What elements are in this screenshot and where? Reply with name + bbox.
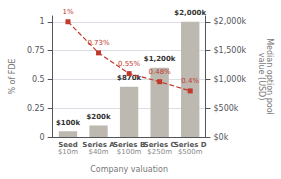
svg-text:1%: 1% bbox=[62, 8, 73, 16]
svg-text:0.75: 0.75 bbox=[27, 46, 45, 55]
svg-text:0.73%: 0.73% bbox=[87, 39, 110, 47]
svg-text:$200k: $200k bbox=[86, 113, 110, 121]
svg-text:Series D: Series D bbox=[173, 140, 207, 149]
svg-text:value (USD): value (USD) bbox=[257, 53, 266, 101]
svg-text:0.25: 0.25 bbox=[27, 104, 45, 113]
svg-text:$1,000k: $1,000k bbox=[213, 75, 246, 84]
svg-text:$1,500k: $1,500k bbox=[213, 46, 246, 55]
svg-text:$500m: $500m bbox=[178, 148, 203, 156]
svg-text:$870k: $870k bbox=[117, 74, 142, 83]
svg-text:$250m: $250m bbox=[147, 148, 172, 156]
svg-text:0.5: 0.5 bbox=[32, 75, 45, 84]
svg-text:0.4%: 0.4% bbox=[181, 77, 199, 85]
svg-text:$10m: $10m bbox=[58, 148, 78, 156]
svg-text:Series A: Series A bbox=[82, 140, 115, 149]
svg-text:Seed: Seed bbox=[58, 140, 78, 149]
svg-text:0.55%: 0.55% bbox=[118, 60, 141, 68]
svg-text:% of FDE: % of FDE bbox=[8, 58, 17, 94]
svg-text:0: 0 bbox=[40, 133, 45, 142]
svg-text:1: 1 bbox=[40, 17, 45, 26]
svg-text:$0k: $0k bbox=[213, 133, 228, 142]
svg-text:Series B: Series B bbox=[112, 140, 146, 149]
svg-text:$100m: $100m bbox=[117, 148, 142, 156]
svg-text:$40m: $40m bbox=[88, 148, 108, 156]
svg-text:Median option pool: Median option pool bbox=[264, 38, 274, 115]
svg-text:Series C: Series C bbox=[143, 140, 176, 149]
svg-text:$2,000k: $2,000k bbox=[213, 17, 246, 26]
svg-text:$1,200k: $1,200k bbox=[144, 55, 176, 63]
svg-text:$2,000k: $2,000k bbox=[174, 9, 206, 17]
svg-text:Company valuation: Company valuation bbox=[90, 165, 168, 174]
svg-text:0.48%: 0.48% bbox=[149, 68, 172, 76]
svg-text:$500k: $500k bbox=[213, 104, 238, 113]
svg-text:$100k: $100k bbox=[56, 119, 80, 127]
